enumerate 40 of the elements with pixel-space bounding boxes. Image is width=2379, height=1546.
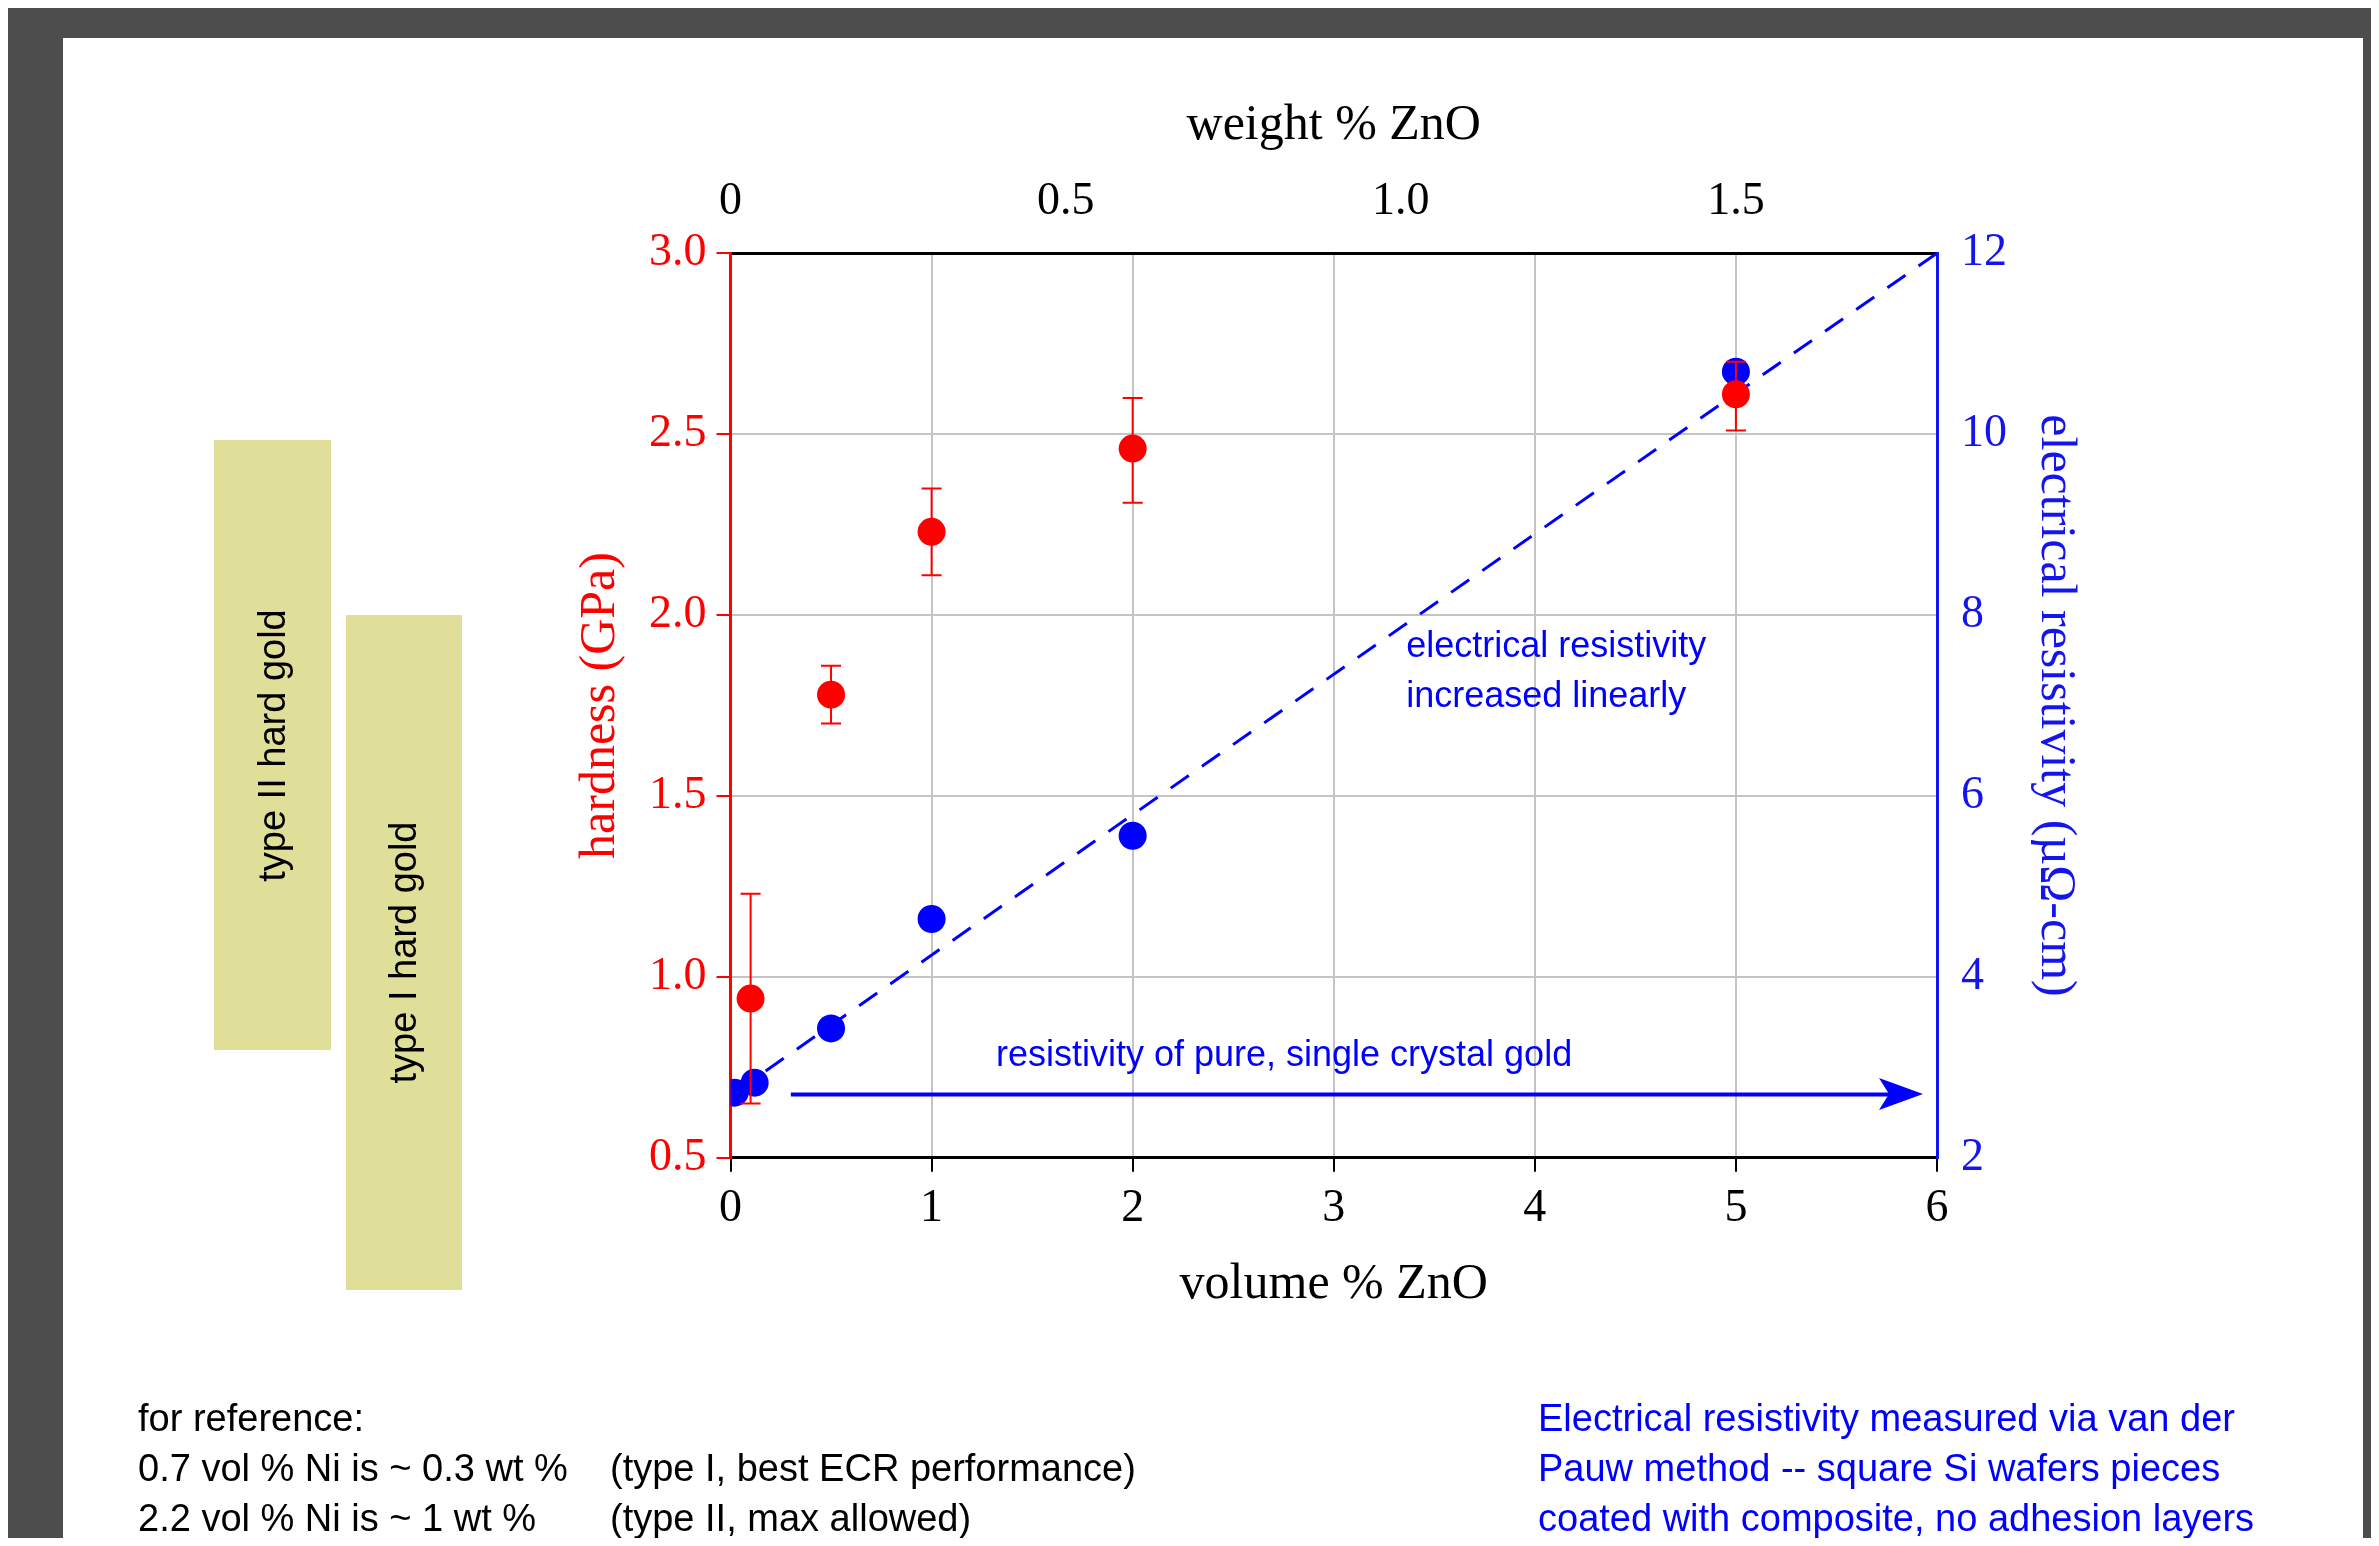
annotation: electrical resistivity increased linearly bbox=[1406, 623, 1707, 715]
y2-tick-label: 6 bbox=[1961, 767, 1984, 819]
point bbox=[740, 1068, 769, 1097]
x2-tick-label: 1.0 bbox=[1372, 172, 1430, 224]
x-tick-label: 4 bbox=[1523, 1180, 1547, 1232]
y-tick-label: 3.0 bbox=[649, 224, 707, 276]
y-tick-label: 1.0 bbox=[649, 947, 707, 999]
point bbox=[1721, 380, 1750, 409]
x2-tick-label: 1.5 bbox=[1707, 172, 1765, 224]
point bbox=[817, 680, 846, 709]
x-tick-label: 2 bbox=[1121, 1180, 1145, 1232]
ref-line-label: resistivity of pure, single crystal gold bbox=[995, 1033, 1573, 1075]
point bbox=[1118, 434, 1147, 463]
point bbox=[917, 517, 946, 546]
y-tick-label: 2.0 bbox=[649, 586, 707, 638]
x2-tick-label: 0.5 bbox=[1036, 172, 1095, 224]
y2-tick-label: 10 bbox=[1961, 405, 2007, 457]
y-tick-label: 1.5 bbox=[649, 767, 707, 819]
y-tick-label: 0.5 bbox=[649, 1128, 707, 1180]
x-tick-label: 3 bbox=[1322, 1180, 1346, 1232]
x-tick-label: 5 bbox=[1724, 1180, 1748, 1232]
x-tick-label: 0 bbox=[719, 1180, 742, 1232]
x-tick-label: 6 bbox=[1925, 1180, 1949, 1232]
label-panel: type I hard gold bbox=[346, 615, 462, 1290]
y2-tick-label: 8 bbox=[1961, 586, 1984, 638]
y2-axis-title: electrical resistivity (µΩ-cm) bbox=[2030, 414, 2087, 997]
x-tick-label: 1 bbox=[920, 1180, 944, 1232]
y-axis-title: hardness (GPa) bbox=[569, 552, 626, 859]
point bbox=[917, 904, 946, 933]
y-tick-label: 2.5 bbox=[649, 405, 707, 457]
label-panel: type II hard gold bbox=[214, 440, 331, 1050]
point bbox=[817, 1014, 846, 1043]
y2-tick-label: 12 bbox=[1961, 224, 2007, 276]
x2-axis-title: weight % ZnO bbox=[1186, 94, 1481, 151]
y2-tick-label: 2 bbox=[1961, 1128, 1984, 1180]
point bbox=[1118, 821, 1147, 850]
point bbox=[736, 984, 765, 1013]
x-axis-title: volume % ZnO bbox=[1179, 1253, 1488, 1310]
x2-tick-label: 0 bbox=[719, 172, 742, 224]
y2-tick-label: 4 bbox=[1961, 947, 1984, 999]
